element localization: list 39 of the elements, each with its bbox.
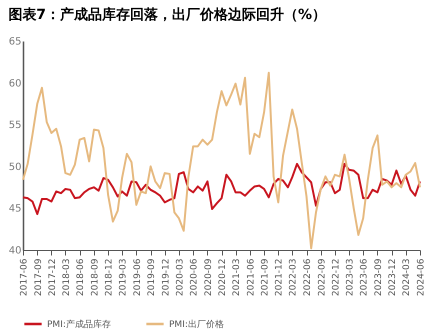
x-tick-label: 2018-09 [90, 258, 100, 296]
legend-label: PMI:产成品库存 [47, 319, 111, 330]
x-tick-label: 2020-12 [218, 258, 228, 296]
x-tick-label: 2022-06 [303, 258, 314, 296]
x-tick-label: 2019-06 [132, 258, 143, 296]
legend-label: PMI:出厂价格 [169, 319, 224, 330]
y-tick-label: 45 [8, 204, 22, 215]
x-tick-label: 2020-03 [175, 258, 186, 296]
x-tick-label: 2019-03 [118, 258, 129, 296]
line-series [22, 162, 421, 216]
x-tick-label: 2021-09 [260, 258, 271, 296]
x-tick-label: 2018-06 [76, 258, 86, 296]
x-tick-label: 2022-12 [331, 258, 342, 296]
x-tick-label: 2017-06 [20, 258, 30, 296]
x-tick-label: 2017-09 [34, 258, 44, 296]
x-tick-label: 2023-06 [360, 258, 370, 296]
x-tick-label: 2019-09 [147, 258, 158, 296]
x-tick-label: 2024-03 [402, 258, 412, 296]
x-tick-label: 2022-09 [317, 258, 328, 296]
x-tick-label: 2020-06 [190, 258, 200, 296]
x-tick-label: 2021-12 [274, 258, 285, 296]
x-tick-label: 2023-12 [388, 258, 398, 296]
x-tick-label: 2021-03 [232, 258, 242, 296]
x-tick-label: 2019-12 [161, 258, 172, 296]
chart-title: 图表7：产成品库存回落，出厂价格边际回升（%） [8, 6, 326, 23]
x-tick-label: 2023-03 [345, 258, 356, 296]
y-tick-label: 50 [8, 162, 22, 173]
y-tick-label: 40 [8, 246, 22, 256]
y-tick-label: 65 [8, 36, 22, 48]
x-tick-label: 2018-03 [62, 258, 72, 296]
x-tick-label: 2017-12 [48, 258, 58, 296]
x-tick-label: 2022-03 [288, 258, 299, 296]
x-tick-label: 2023-09 [374, 258, 384, 296]
x-tick-label: 2021-06 [246, 258, 256, 296]
y-tick-label: 60 [8, 78, 22, 90]
y-tick-label: 55 [8, 120, 22, 132]
x-tick-label: 2018-12 [104, 258, 115, 296]
x-tick-label: 2020-09 [204, 258, 214, 296]
x-tick-label: 2024-06 [416, 258, 426, 296]
